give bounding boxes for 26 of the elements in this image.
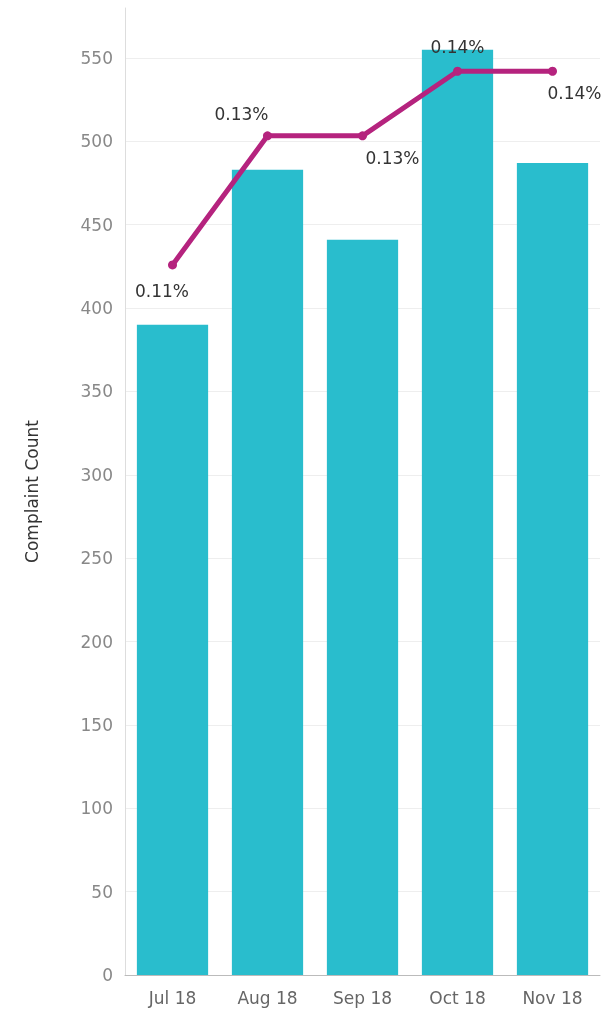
x-tick-label: Sep 18 bbox=[332, 987, 393, 1008]
y-tick-label: 250 bbox=[80, 548, 113, 569]
x-tick-label: Oct 18 bbox=[429, 987, 486, 1008]
data-label: 0.14% bbox=[547, 83, 602, 104]
y-tick-label: 50 bbox=[91, 881, 113, 902]
y-tick-label: 300 bbox=[80, 464, 113, 485]
y-tick-label: 200 bbox=[80, 631, 113, 652]
bar bbox=[136, 324, 209, 975]
bar bbox=[326, 239, 399, 975]
y-tick-label: 500 bbox=[80, 131, 113, 152]
y-axis-title: Complaint Count bbox=[21, 419, 42, 563]
data-label: 0.13% bbox=[214, 103, 269, 124]
x-tick-label: Jul 18 bbox=[147, 987, 197, 1008]
y-tick-label: 0 bbox=[102, 965, 113, 985]
bar bbox=[231, 169, 304, 975]
data-label: 0.11% bbox=[134, 280, 189, 301]
y-tick-label: 550 bbox=[80, 48, 113, 69]
y-tick-label: 100 bbox=[80, 798, 113, 819]
y-tick-label: 150 bbox=[80, 714, 113, 735]
y-tick-label: 350 bbox=[80, 381, 113, 402]
y-tick-label: 400 bbox=[80, 298, 113, 319]
x-tick-label: Aug 18 bbox=[237, 987, 298, 1008]
data-label: 0.13% bbox=[365, 147, 420, 168]
x-tick-label: Nov 18 bbox=[522, 987, 583, 1008]
y-tick-label: 450 bbox=[80, 214, 113, 235]
bar bbox=[516, 163, 589, 975]
